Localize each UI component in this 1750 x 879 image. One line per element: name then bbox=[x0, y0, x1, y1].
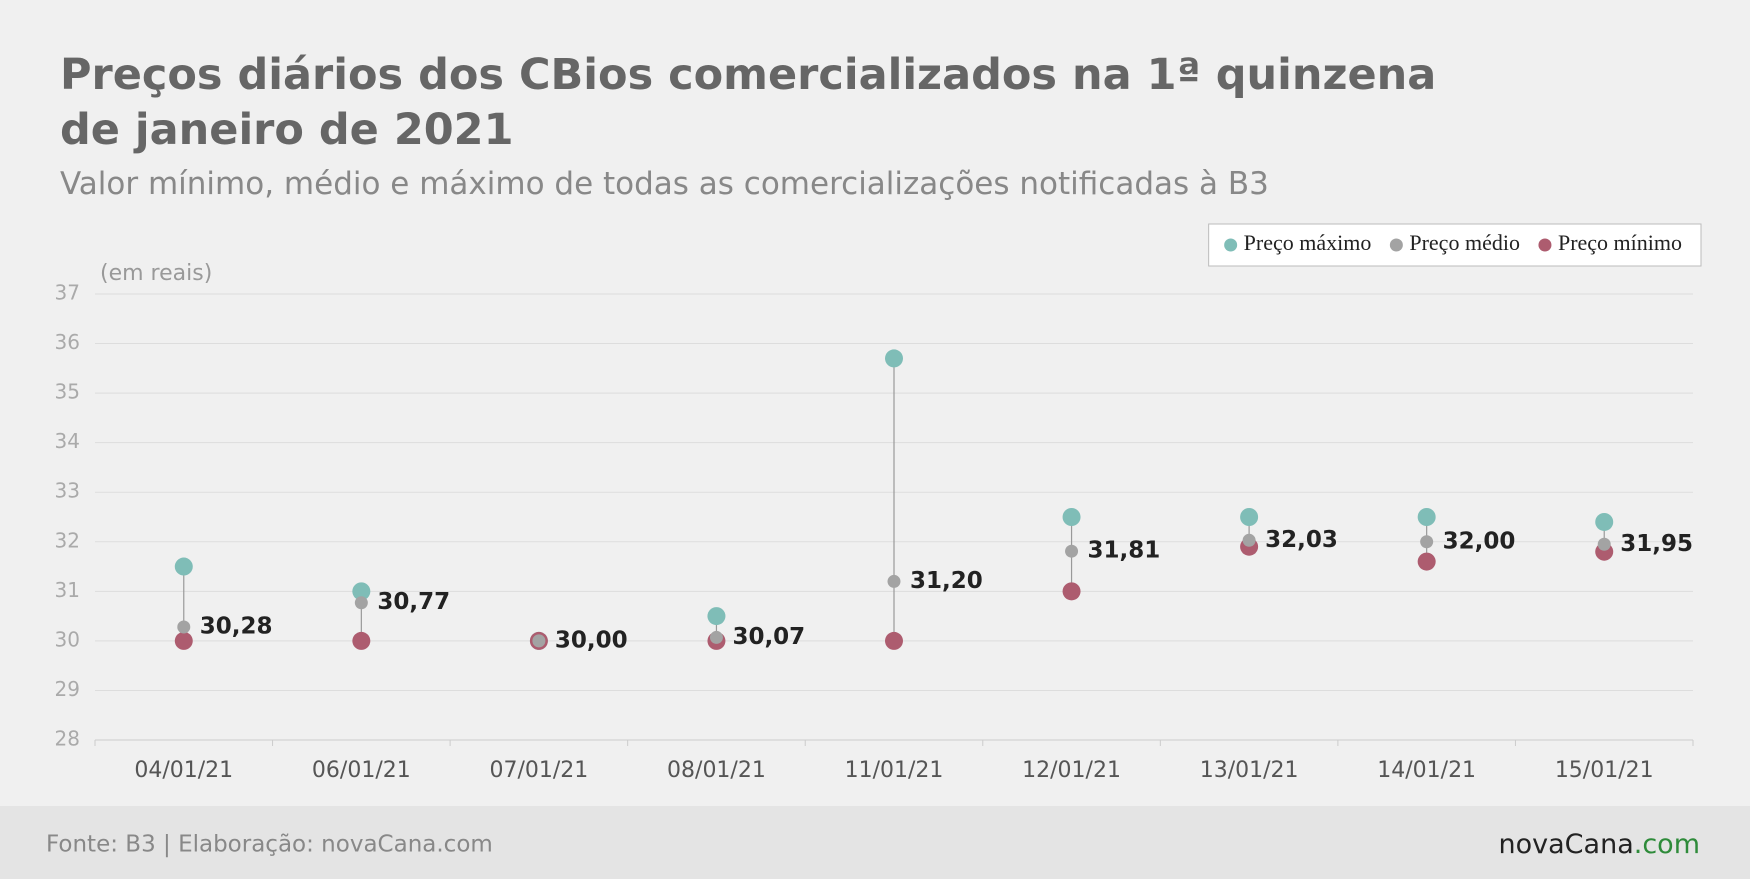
x-tick-label: 13/01/21 bbox=[1200, 758, 1299, 783]
legend: Preço máximo Preço médio Preço mínimo bbox=[1208, 223, 1702, 267]
legend-label: Preço máximo bbox=[1244, 230, 1372, 255]
chart-title: Preços diários dos CBios comercializados… bbox=[60, 50, 1437, 155]
dot bbox=[887, 574, 901, 588]
dot bbox=[885, 349, 903, 368]
logo-name: novaCana bbox=[1499, 829, 1634, 860]
x-tick-label: 07/01/21 bbox=[489, 758, 588, 783]
dot bbox=[1062, 582, 1081, 601]
legend-marker bbox=[1538, 238, 1552, 252]
dot bbox=[1420, 535, 1434, 549]
x-tick-label: 15/01/21 bbox=[1555, 758, 1654, 783]
value-label: 31,20 bbox=[910, 568, 983, 594]
y-tick-label: 37 bbox=[55, 281, 80, 305]
y-axis-label: (em reais) bbox=[100, 261, 212, 286]
x-tick-label: 12/01/21 bbox=[1022, 758, 1121, 783]
x-tick-label: 06/01/21 bbox=[312, 758, 411, 783]
y-tick-label: 28 bbox=[55, 727, 80, 751]
y-tick-label: 31 bbox=[55, 578, 80, 602]
value-label: 32,00 bbox=[1443, 528, 1516, 554]
value-label: 30,00 bbox=[555, 627, 628, 653]
dot bbox=[885, 631, 903, 650]
footer-band bbox=[0, 806, 1750, 879]
dot bbox=[352, 582, 371, 601]
dot bbox=[532, 634, 546, 648]
logo: novaCana.com bbox=[1499, 829, 1700, 860]
source: Fonte: B3 | Elaboração: novaCana.com bbox=[46, 832, 493, 858]
dot bbox=[352, 631, 371, 650]
value-label: 30,77 bbox=[377, 589, 450, 615]
dot bbox=[354, 596, 368, 610]
dot bbox=[1417, 508, 1436, 526]
dot bbox=[1065, 544, 1079, 558]
dot bbox=[1417, 552, 1436, 571]
dot bbox=[1595, 512, 1614, 531]
value-label: 30,07 bbox=[732, 624, 805, 650]
dot bbox=[1242, 533, 1256, 547]
legend-box bbox=[1208, 223, 1702, 267]
value-label: 32,03 bbox=[1265, 527, 1338, 553]
y-tick-label: 29 bbox=[55, 677, 80, 701]
y-tick-label: 35 bbox=[55, 380, 80, 404]
dot bbox=[709, 630, 723, 644]
legend-label: Preço mínimo bbox=[1558, 230, 1682, 255]
chart-subtitle: Valor mínimo, médio e máximo de todas as… bbox=[60, 166, 1269, 202]
value-label: 30,28 bbox=[200, 614, 273, 640]
legend-marker bbox=[1224, 238, 1238, 252]
dot bbox=[177, 620, 191, 634]
x-tick-label: 04/01/21 bbox=[134, 758, 233, 783]
legend-label: Preço médio bbox=[1409, 230, 1520, 255]
dot bbox=[174, 557, 193, 576]
dot bbox=[174, 631, 193, 650]
y-tick-label: 32 bbox=[55, 528, 80, 552]
dot bbox=[1240, 508, 1259, 526]
logo-suffix: .com bbox=[1634, 829, 1700, 860]
value-label: 31,81 bbox=[1088, 538, 1161, 564]
y-tick-label: 34 bbox=[55, 429, 80, 453]
dot bbox=[1062, 508, 1081, 526]
value-label: 31,95 bbox=[1620, 531, 1693, 557]
y-tick-label: 30 bbox=[55, 627, 80, 651]
legend-marker bbox=[1389, 238, 1403, 252]
x-tick-label: 11/01/21 bbox=[845, 758, 944, 783]
x-tick-label: 08/01/21 bbox=[667, 758, 766, 783]
y-tick-label: 36 bbox=[55, 330, 80, 354]
dot bbox=[1597, 537, 1611, 551]
y-tick-label: 33 bbox=[55, 479, 80, 503]
x-tick-label: 14/01/21 bbox=[1377, 758, 1476, 783]
dot bbox=[707, 607, 726, 626]
